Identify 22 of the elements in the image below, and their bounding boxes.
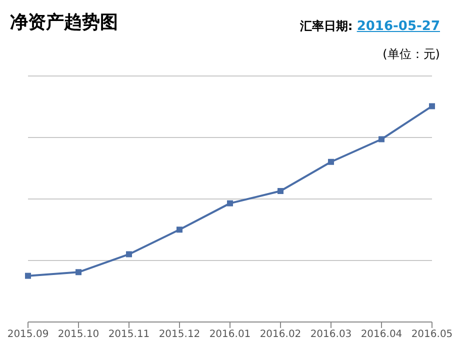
x-tick-label: 2016.05 (411, 329, 453, 340)
text: (单位：元) (382, 46, 440, 63)
point (25, 272, 31, 279)
x-tick-label: 2015.10 (58, 329, 100, 340)
text: 汇率日期: (300, 19, 353, 33)
point (328, 158, 334, 165)
point (429, 103, 435, 110)
point (278, 188, 284, 194)
point (176, 226, 182, 233)
x-tick-label: 2015.12 (158, 329, 200, 340)
text: 2016-05-27 (356, 19, 440, 34)
x-tick-label: 2016.04 (360, 329, 402, 340)
point (378, 136, 384, 142)
point (126, 251, 132, 258)
x-tick-label: 2016.01 (209, 329, 251, 340)
x-tick-label: 2015.11 (108, 329, 150, 340)
point (76, 269, 82, 276)
x-tick-label: 2016.03 (310, 329, 352, 340)
x-tick-label: 2015.09 (7, 329, 49, 340)
x-tick-label: 2016.02 (260, 329, 302, 340)
point (227, 200, 233, 206)
chart-title: 净资产趋势图 (10, 11, 118, 34)
